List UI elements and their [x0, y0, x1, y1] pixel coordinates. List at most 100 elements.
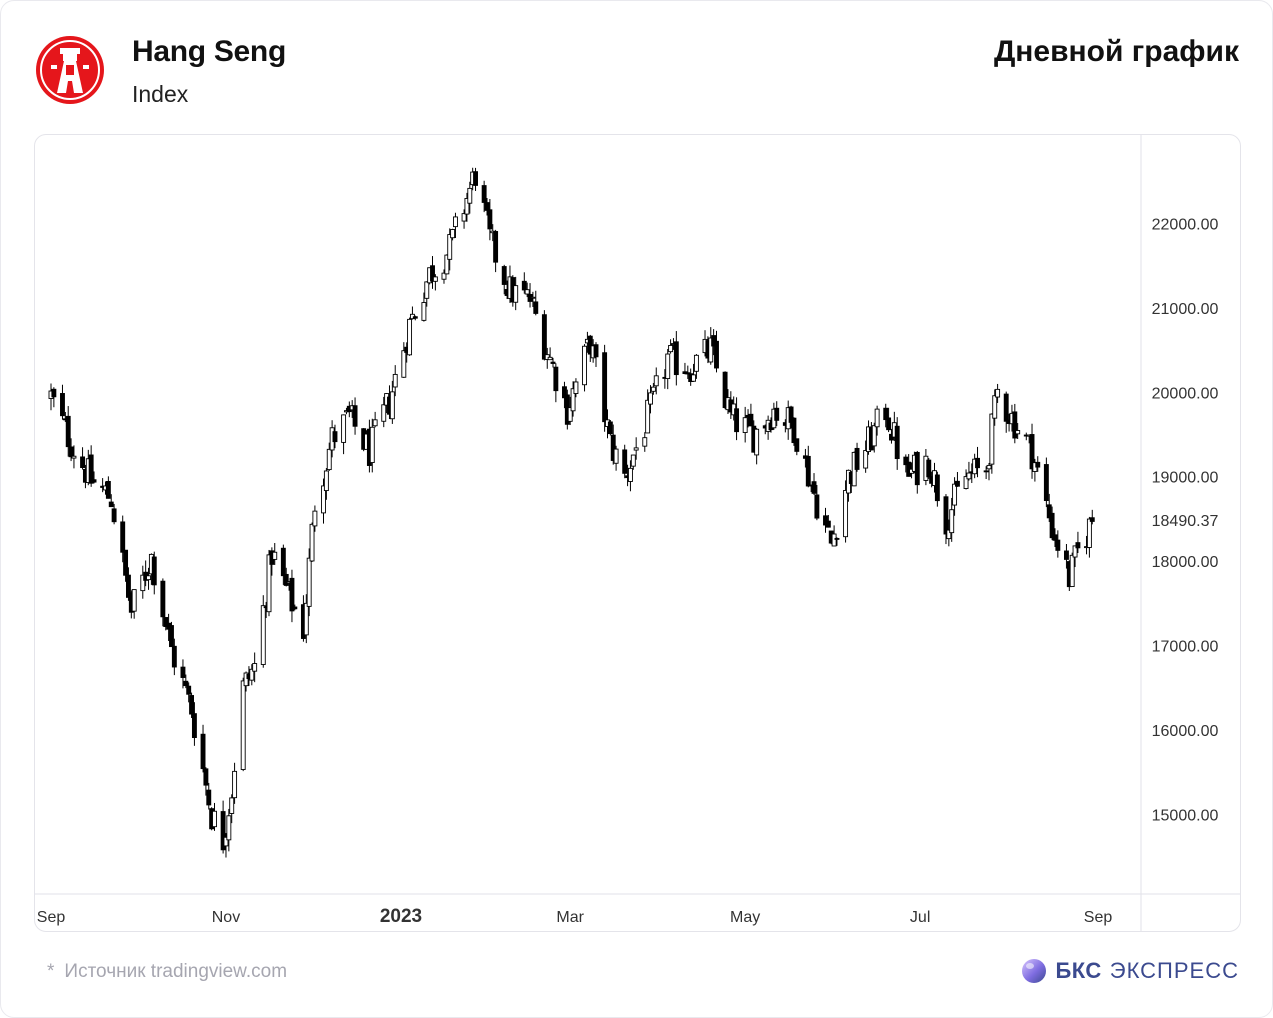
candle-body [794, 438, 800, 452]
candle-body [249, 668, 255, 681]
candle-body [894, 425, 900, 460]
y-tick-label: 22000.00 [1152, 216, 1219, 233]
candle-body [60, 393, 65, 417]
chart-subtitle: Index [132, 81, 189, 107]
bks-sphere-icon [1022, 959, 1047, 983]
candle-body [874, 408, 880, 428]
candle [843, 480, 849, 543]
candle-body [1046, 504, 1052, 519]
x-tick-label: Mar [556, 909, 584, 926]
candle [883, 403, 889, 428]
candle-body [243, 672, 249, 687]
candle [530, 291, 536, 307]
candle-body [369, 426, 375, 464]
candle [160, 578, 166, 627]
candle-body [1029, 434, 1035, 470]
candle [65, 406, 71, 457]
candle [240, 677, 246, 772]
x-tick-label: Sep [37, 909, 66, 926]
candle [1052, 528, 1058, 548]
candle [111, 503, 117, 525]
candle [1049, 506, 1055, 541]
candle [432, 274, 438, 291]
candle [283, 567, 289, 587]
candle-body [203, 768, 209, 786]
candle [708, 327, 714, 365]
candle-body [665, 353, 671, 379]
candle-body [186, 685, 192, 695]
candle [280, 544, 286, 585]
y-axis-labels: 15000.00 16000.00 17000.00 18000.00 19000.00… [1152, 216, 1219, 824]
candle [567, 396, 573, 426]
candle-body [734, 408, 740, 433]
candle-body [68, 446, 74, 458]
candle-body [653, 375, 659, 387]
candle-body [645, 399, 651, 434]
candle [863, 440, 869, 473]
candle [874, 405, 880, 436]
candle-body [573, 381, 579, 394]
candle [266, 549, 272, 617]
candle [430, 256, 435, 289]
candle-body [871, 425, 877, 447]
candle-body [160, 580, 166, 618]
candle [487, 198, 493, 241]
candle [650, 382, 656, 395]
candle-body [91, 479, 97, 483]
candle-body [886, 417, 892, 431]
candle-body [541, 314, 547, 360]
candle [934, 471, 940, 507]
candle-body [562, 386, 567, 399]
candle [229, 794, 235, 824]
y-tick-label: 16000.00 [1152, 723, 1219, 740]
candle-body [630, 454, 636, 467]
candle [714, 330, 719, 373]
candle-body [1035, 461, 1041, 468]
candle [1046, 493, 1052, 522]
chart-panel: 15000.00 16000.00 17000.00 18000.00 19000.00… [34, 134, 1241, 932]
candle [461, 209, 467, 229]
candle-body [1069, 554, 1075, 587]
candle-body [447, 234, 453, 260]
candle-body [163, 617, 169, 627]
candle [125, 567, 131, 601]
candle-body [668, 344, 674, 353]
candle [389, 380, 395, 424]
candle [691, 363, 696, 382]
candle [541, 310, 547, 361]
candle-body [989, 413, 995, 465]
candle [1015, 423, 1021, 439]
candle [191, 702, 197, 746]
candle [823, 507, 828, 533]
candle [180, 659, 186, 689]
candle [645, 389, 651, 434]
candle-body [754, 428, 760, 456]
candle [989, 413, 995, 474]
candle [547, 347, 553, 361]
candle [1003, 391, 1009, 433]
candle [791, 417, 797, 446]
candle-body [831, 533, 837, 547]
candle-body [200, 733, 206, 770]
candle-body [883, 407, 889, 421]
candle-body [232, 770, 238, 799]
y-tick-label: 20000.00 [1152, 385, 1219, 402]
candle [120, 515, 126, 563]
candle [352, 397, 358, 435]
candle [748, 403, 754, 427]
candle-body [1049, 512, 1055, 539]
candle-body [966, 472, 972, 480]
candle-body [553, 366, 559, 392]
candle [272, 542, 278, 565]
candle [123, 549, 129, 582]
candle [424, 281, 430, 307]
candle [1069, 552, 1075, 587]
candle-body [392, 373, 398, 388]
candle-body [593, 344, 599, 358]
candle-body [352, 405, 358, 427]
candle [1012, 403, 1018, 444]
candle [292, 604, 298, 611]
candle [521, 272, 527, 294]
candle [169, 621, 174, 648]
